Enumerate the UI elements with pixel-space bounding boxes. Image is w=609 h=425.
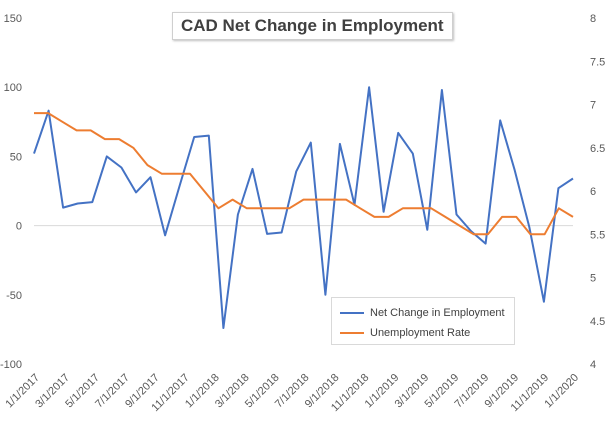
legend-item-employment: Net Change in Employment — [340, 305, 505, 321]
legend-swatch-unemployment — [340, 332, 364, 334]
y-right-tick-label: 8 — [590, 13, 596, 25]
y-left-tick-label: 100 — [4, 82, 22, 94]
legend: Net Change in Employment Unemployment Ra… — [331, 297, 515, 345]
employment-series-line — [33, 86, 574, 329]
chart-title: CAD Net Change in Employment — [181, 16, 444, 35]
y-right-tick-label: 4 — [590, 359, 596, 371]
y-right-tick-label: 4.5 — [590, 316, 605, 328]
legend-label-unemployment: Unemployment Rate — [370, 327, 471, 339]
chart-title-box: CAD Net Change in Employment — [172, 12, 453, 40]
y-right-tick-label: 6 — [590, 186, 596, 198]
y-right-tick-label: 5.5 — [590, 229, 605, 241]
legend-label-employment: Net Change in Employment — [370, 307, 505, 319]
y-right-tick-label: 6.5 — [590, 143, 605, 155]
legend-item-unemployment: Unemployment Rate — [340, 325, 470, 341]
y-right-tick-label: 7 — [590, 100, 596, 112]
y-left-tick-label: 0 — [16, 221, 22, 233]
legend-swatch-employment — [340, 312, 364, 314]
y-right-tick-label: 7.5 — [590, 56, 605, 68]
y-left-tick-label: 50 — [10, 151, 22, 163]
y-left-tick-label: -100 — [0, 359, 22, 371]
y-left-tick-label: -50 — [6, 290, 22, 302]
unemployment-series-line — [34, 112, 574, 236]
y-left-tick-label: 150 — [4, 13, 22, 25]
y-right-tick-label: 5 — [590, 273, 596, 285]
